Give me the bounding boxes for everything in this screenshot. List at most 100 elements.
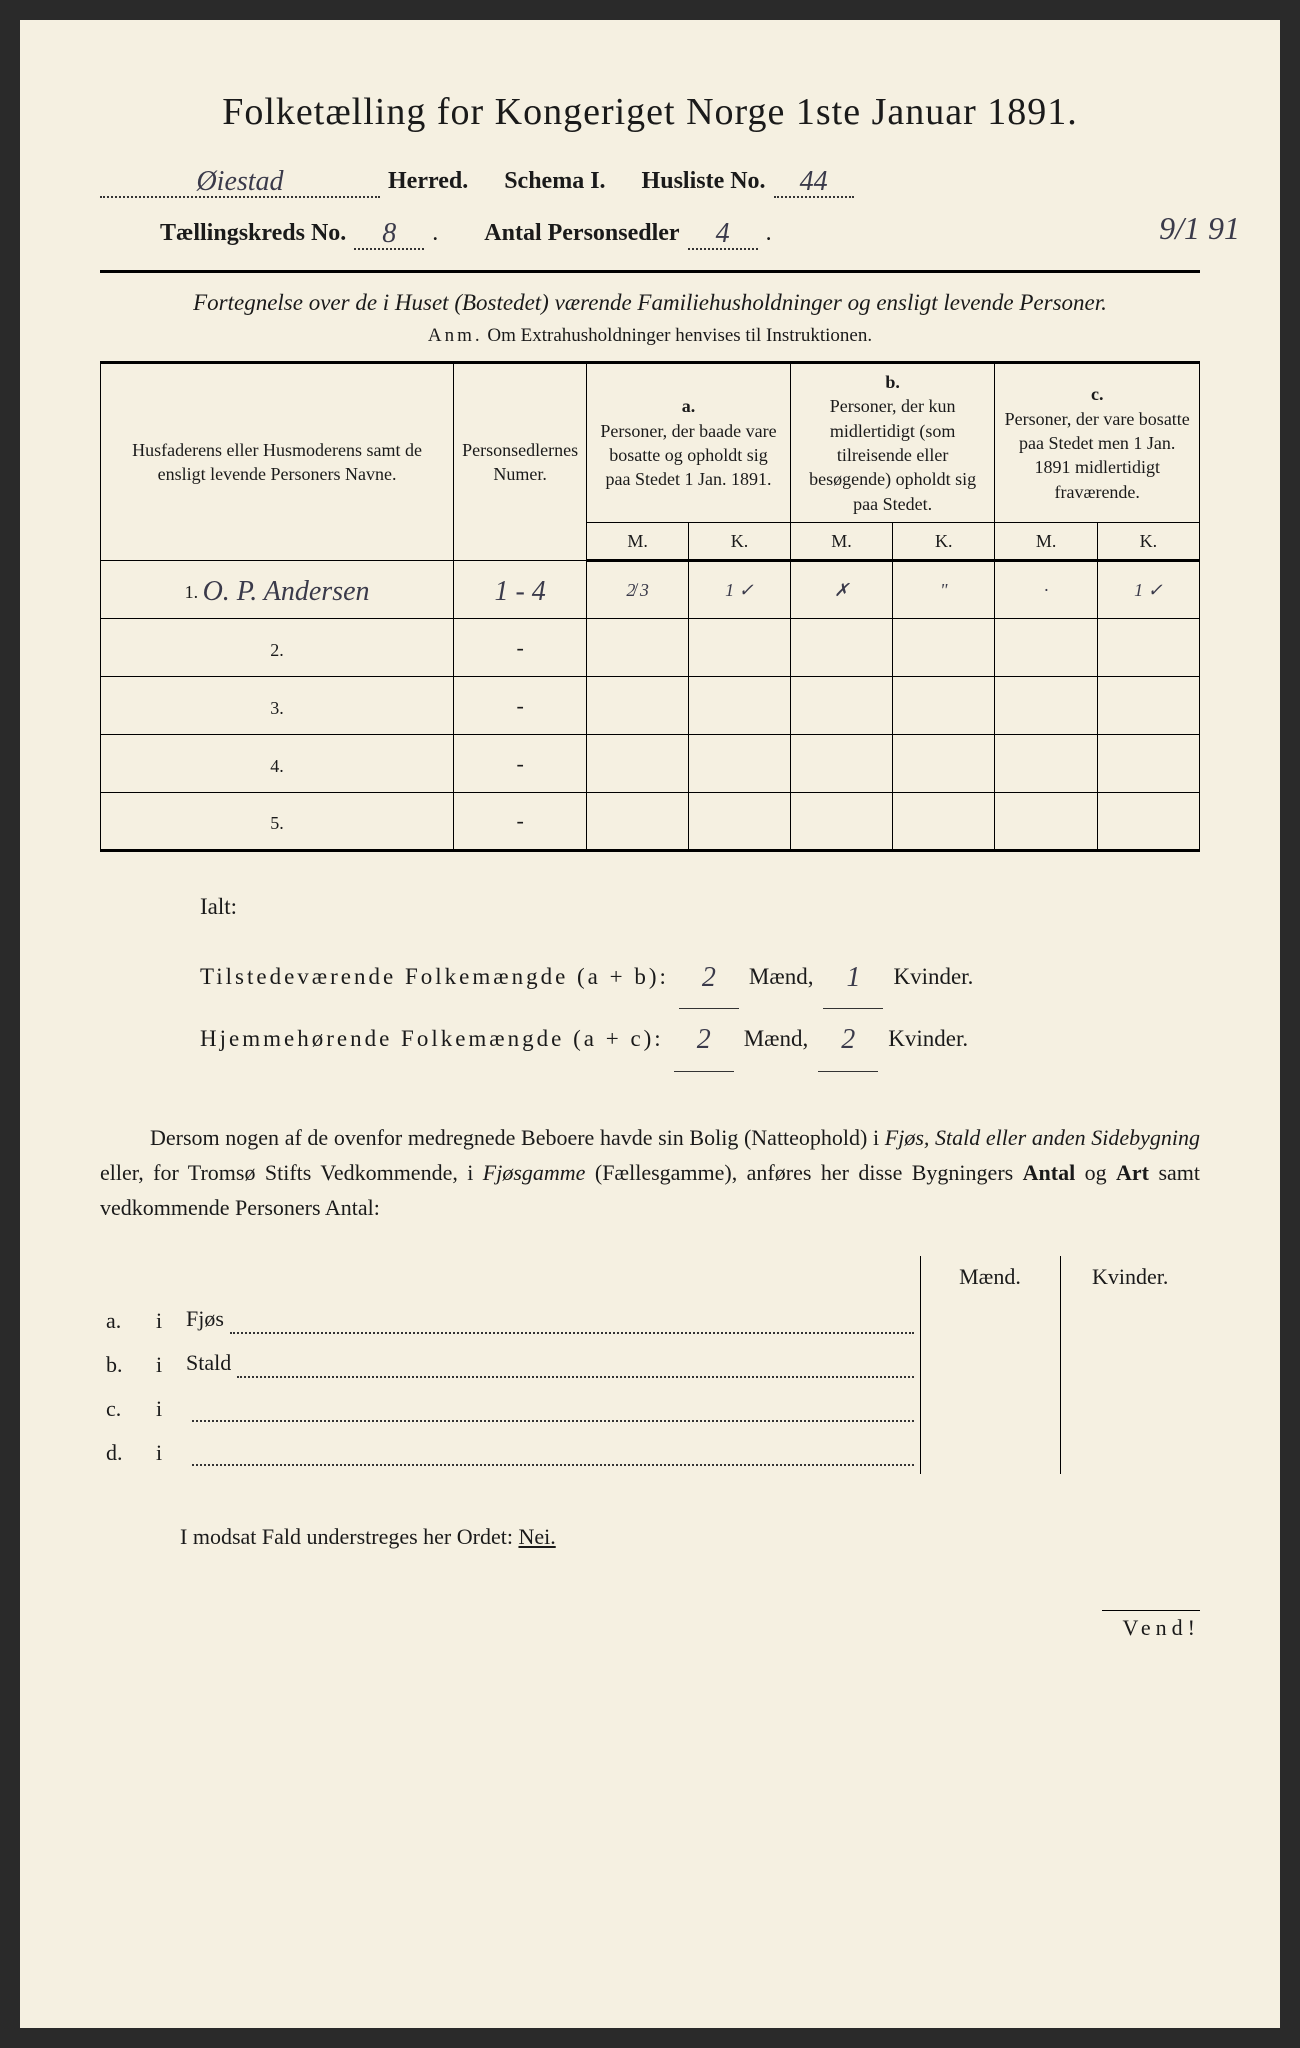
th-num: Personsedlernes Numer. — [454, 363, 587, 561]
row-cell-c_k — [1097, 793, 1199, 851]
dot2: . — [766, 220, 772, 247]
table-row: 4. - — [101, 735, 1200, 793]
row-cell-c_m: · — [995, 561, 1097, 619]
th-b-label: b. — [799, 370, 987, 394]
footer-text: I modsat Fald understreges her Ordet: — [180, 1524, 518, 1549]
row-cell-c_k — [1097, 735, 1199, 793]
row-name-cell: 4. — [101, 735, 454, 793]
dots-fill — [230, 1306, 914, 1334]
row-cell-b_m — [790, 735, 892, 793]
lower-row: c.i — [100, 1386, 1200, 1430]
th-ck: K. — [1097, 522, 1199, 560]
totals-line-2: Hjemmehørende Folkemængde (a + c): 2 Mæn… — [200, 1007, 1200, 1070]
row-name-cell: 3. — [101, 677, 454, 735]
lower-row-i: i — [150, 1342, 180, 1386]
th-a-text: Personer, der baade vare bosatte og opho… — [595, 419, 782, 492]
lower-row-kvinder — [1060, 1298, 1200, 1342]
footer-line: I modsat Fald understreges her Ordet: Ne… — [100, 1524, 1200, 1550]
dot: . — [432, 220, 438, 247]
row-cell-c_m — [995, 735, 1097, 793]
row-cell-b_k — [893, 735, 995, 793]
header-line-2: Tællingskreds No. 8 . Antal Personsedler… — [100, 216, 1200, 250]
herred-field: Øiestad — [100, 164, 380, 198]
row-cell-a_k — [689, 735, 791, 793]
th-a-label: a. — [595, 394, 782, 418]
row-number: 2. — [270, 640, 284, 660]
lower-row-maend — [920, 1430, 1060, 1474]
row-cell-b_m: ✗ — [790, 561, 892, 619]
totals-maend-1: Mænd, — [749, 952, 814, 1003]
anm-line: Anm. Om Extrahusholdninger henvises til … — [100, 325, 1200, 347]
lower-row-label: d. — [100, 1430, 150, 1474]
row-cell-b_k: " — [893, 561, 995, 619]
divider-top — [100, 270, 1200, 273]
th-b-text: Personer, der kun midlertidigt (som tilr… — [799, 394, 987, 515]
row-cell-c_k: 1 ✓ — [1097, 561, 1199, 619]
husliste-field: 44 — [774, 164, 854, 198]
row-cell-b_k — [893, 619, 995, 677]
dots-fill — [192, 1394, 914, 1422]
kreds-label: Tællingskreds No. — [160, 220, 346, 247]
row-name-cell: 2. — [101, 619, 454, 677]
th-bm: M. — [790, 522, 892, 560]
dots-fill — [237, 1350, 913, 1378]
herred-label: Herred. — [388, 168, 468, 195]
lower-row-maend — [920, 1342, 1060, 1386]
lower-row-maend — [920, 1298, 1060, 1342]
lower-row-kvinder — [1060, 1430, 1200, 1474]
totals-label-1: Tilstedeværende Folkemængde (a + b): — [200, 952, 669, 1003]
th-am: M. — [587, 522, 689, 560]
antal-field: 4 — [688, 216, 758, 250]
lower-row-name — [180, 1430, 920, 1474]
lower-row-name — [180, 1386, 920, 1430]
row-cell-sedler: - — [454, 677, 587, 735]
husliste-value: 44 — [800, 166, 828, 197]
th-bk: K. — [893, 522, 995, 560]
row-cell-a_m — [587, 735, 689, 793]
lower-row: b.iStald — [100, 1342, 1200, 1386]
table-body: 1. O. P. Andersen1 - 42̸ 31 ✓✗"·1 ✓2. -3… — [101, 561, 1200, 851]
lower-row-kvinder — [1060, 1342, 1200, 1386]
lower-row-name-text: Fjøs — [186, 1306, 230, 1332]
lower-table: Mænd. Kvinder. a.iFjøs b.iStald c.i d.i — [100, 1256, 1200, 1474]
row-name-value: O. P. Andersen — [203, 576, 370, 607]
row-cell-c_m — [995, 619, 1097, 677]
antal-label: Antal Personsedler — [484, 220, 679, 247]
lower-row-label: c. — [100, 1386, 150, 1430]
th-b: b. Personer, der kun midlertidigt (som t… — [790, 363, 995, 523]
row-cell-b_m — [790, 677, 892, 735]
row-cell-c_k — [1097, 677, 1199, 735]
row-number: 5. — [270, 813, 284, 833]
vend-label: Vend! — [1102, 1610, 1200, 1641]
totals-kvinder-1: Kvinder. — [893, 952, 973, 1003]
row-cell-sedler: 1 - 4 — [454, 561, 587, 619]
totals-1-k: 1 — [823, 947, 883, 1010]
row-cell-sedler: - — [454, 735, 587, 793]
th-c-label: c. — [1003, 382, 1191, 406]
totals-2-m: 2 — [674, 1009, 734, 1072]
row-cell-a_k — [689, 619, 791, 677]
anm-text: Om Extrahusholdninger henvises til Instr… — [487, 325, 872, 346]
lower-row-kvinder — [1060, 1386, 1200, 1430]
totals-line-1: Tilstedeværende Folkemængde (a + b): 2 M… — [200, 945, 1200, 1008]
row-cell-a_k — [689, 677, 791, 735]
table-row: 3. - — [101, 677, 1200, 735]
dots-fill — [192, 1438, 914, 1466]
totals-block: Ialt: Tilstedeværende Folkemængde (a + b… — [100, 882, 1200, 1070]
row-cell-a_m: 2̸ 3 — [587, 561, 689, 619]
lower-row-i: i — [150, 1430, 180, 1474]
kreds-field: 8 — [354, 216, 424, 250]
th-a: a. Personer, der baade vare bosatte og o… — [587, 363, 791, 523]
schema-label: Schema I. — [504, 168, 605, 195]
th-c-text: Personer, der vare bosatte paa Stedet me… — [1003, 407, 1191, 504]
row-cell-sedler: - — [454, 793, 587, 851]
table-header: Husfaderens eller Husmoderens samt de en… — [101, 363, 1200, 561]
row-cell-b_m — [790, 619, 892, 677]
lower-row-name-text: Stald — [186, 1350, 237, 1376]
row-cell-sedler: - — [454, 619, 587, 677]
lower-th-maend: Mænd. — [920, 1256, 1060, 1298]
ialt-label: Ialt: — [200, 882, 1200, 933]
th-ak: K. — [689, 522, 791, 560]
lower-row-name: Fjøs — [180, 1298, 920, 1342]
totals-maend-2: Mænd, — [744, 1014, 809, 1065]
